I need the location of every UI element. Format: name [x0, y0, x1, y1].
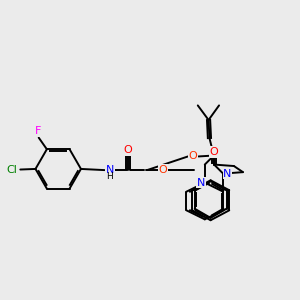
Text: H: H — [106, 172, 113, 181]
Text: Cl: Cl — [6, 164, 17, 175]
Text: O: O — [159, 165, 167, 175]
Text: O: O — [210, 147, 218, 157]
Text: O: O — [124, 145, 133, 155]
Text: N: N — [196, 178, 205, 188]
Text: F: F — [35, 126, 41, 136]
Text: N: N — [106, 165, 114, 175]
Text: O: O — [189, 152, 198, 161]
Text: N: N — [223, 169, 232, 178]
